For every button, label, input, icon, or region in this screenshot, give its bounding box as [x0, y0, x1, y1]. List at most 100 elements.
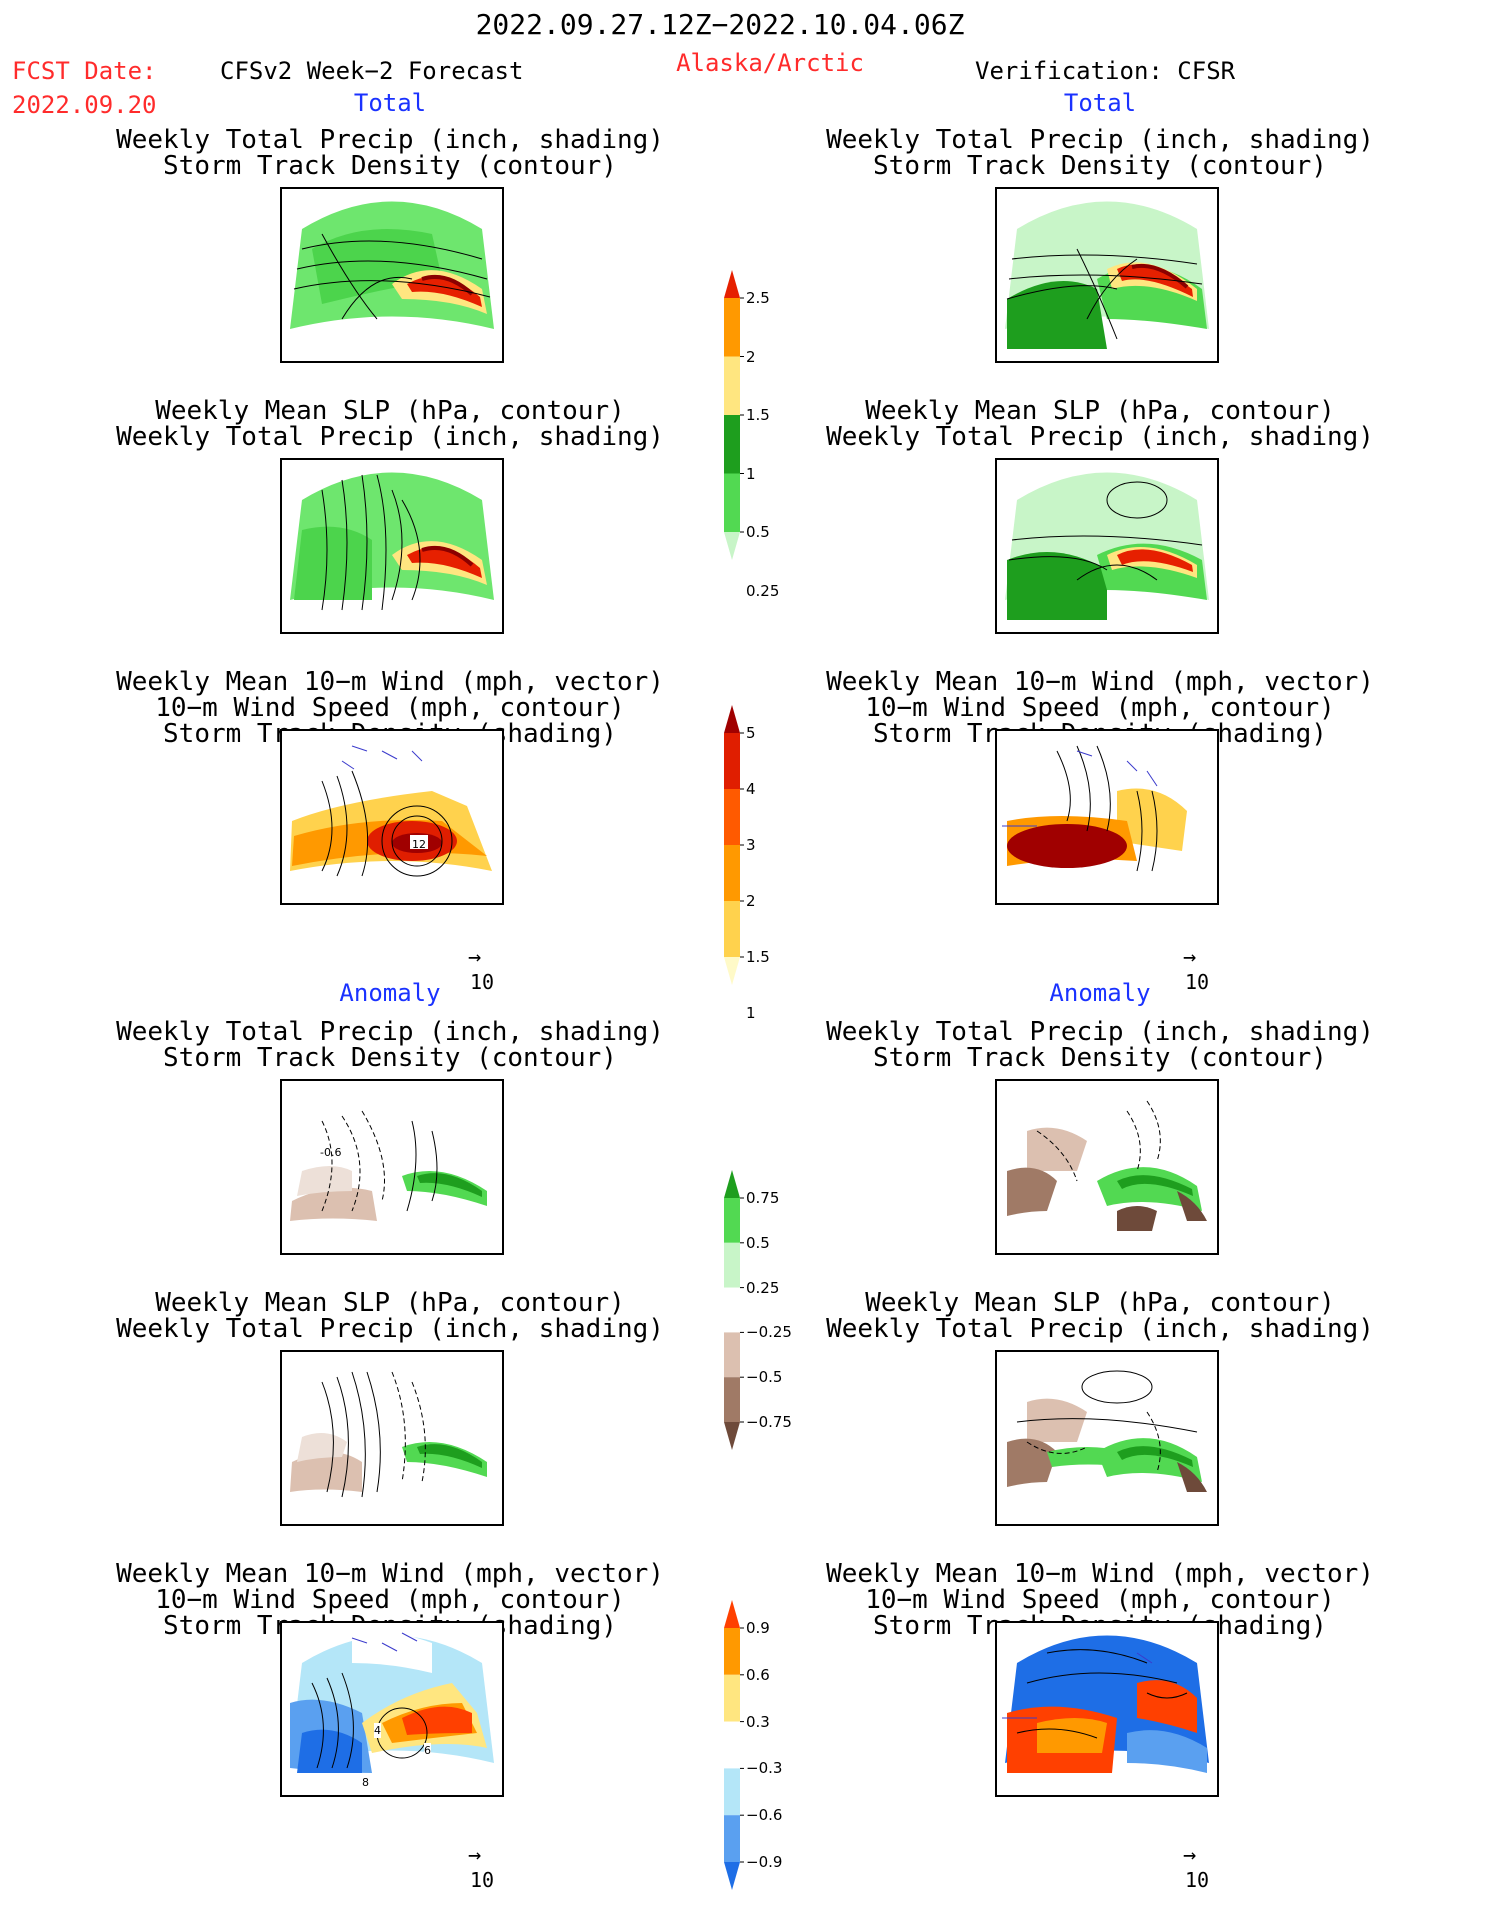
colorbar-step [724, 415, 740, 474]
colorbar-step [724, 298, 740, 357]
section-total-right: Total [1063, 89, 1137, 117]
colorbar-label: 3 [746, 836, 756, 854]
colorbar-label: 0.5 [746, 523, 770, 541]
colorbar-label: 1.5 [746, 406, 770, 424]
colorbar-step [724, 789, 740, 845]
ref-vector-label: 10 [470, 1868, 495, 1892]
colorbar-precip-anom: 0.75 0.5 0.25 −0.25 −0.5 −0.75 [722, 1170, 812, 1450]
map-cfsr-total-wind-storm [995, 729, 1219, 905]
colorbar-step [724, 1674, 740, 1722]
title-r6a: Weekly Mean 10−m Wind (mph, vector) [826, 1559, 1374, 1589]
title-l3b: 10−m Wind Speed (mph, contour) [155, 693, 625, 723]
colorbar-bottom-triangle [724, 1862, 740, 1890]
map-fcst-total-wind-storm: 12 [280, 729, 504, 905]
colorbar-label: 0.75 [746, 1189, 780, 1207]
title-r2b: Weekly Total Precip (inch, shading) [826, 422, 1374, 452]
title-r2a: Weekly Mean SLP (hPa, contour) [865, 396, 1335, 426]
title-l2a: Weekly Mean SLP (hPa, contour) [155, 396, 625, 426]
title-l6b: 10−m Wind Speed (mph, contour) [155, 1585, 625, 1615]
title-r3b: 10−m Wind Speed (mph, contour) [865, 693, 1335, 723]
map-cfsr-total-precip-storm [995, 187, 1219, 363]
map-cfsr-anom-precip-storm [995, 1079, 1219, 1255]
colorbar-step [724, 1815, 740, 1862]
ref-vector-arrow-icon: → [1183, 1843, 1197, 1868]
title-l1a: Weekly Total Precip (inch, shading) [116, 125, 664, 155]
section-anomaly-right: Anomaly [1049, 979, 1151, 1007]
colorbar-top-triangle [724, 705, 740, 733]
title-l4b: Storm Track Density (contour) [163, 1043, 617, 1073]
colorbar-label: −0.3 [746, 1759, 783, 1778]
title-r4a: Weekly Total Precip (inch, shading) [826, 1017, 1374, 1047]
colorbar-label: 0.5 [746, 1233, 770, 1252]
map-cfsr-anom-wind-storm [995, 1621, 1219, 1797]
colorbar-top-triangle [724, 1600, 740, 1628]
fcst-date-label: FCST Date: [12, 57, 157, 85]
colorbar-label: −0.75 [746, 1413, 792, 1431]
ref-vector-label: 10 [1185, 970, 1210, 994]
verification-label: Verification: CFSR [975, 57, 1236, 85]
map-fcst-anom-precip-storm: -0.6 [280, 1079, 504, 1255]
title-l1b: Storm Track Density (contour) [163, 151, 617, 181]
title-r1b: Storm Track Density (contour) [873, 151, 1327, 181]
wind-max-label: 12 [412, 838, 426, 851]
colorbar-storm-total: 5 4 3 2 1.5 1 [722, 705, 812, 1021]
title-l4a: Weekly Total Precip (inch, shading) [116, 1017, 664, 1047]
colorbar-step [724, 356, 740, 415]
anom-contour-label: -0.6 [320, 1146, 342, 1159]
map-cfsr-anom-slp-precip [995, 1350, 1219, 1526]
colorbar-label: 5 [746, 724, 756, 742]
ref-vector-arrow-icon: → [468, 1843, 482, 1868]
colorbar-step [724, 1768, 740, 1816]
colorbar-top-triangle [724, 270, 740, 298]
colorbar-step [724, 473, 740, 532]
title-r1a: Weekly Total Precip (inch, shading) [826, 125, 1374, 155]
colorbar-label: 0.6 [746, 1665, 770, 1684]
colorbar-label: −0.5 [746, 1368, 783, 1387]
colorbar-step [724, 1377, 740, 1422]
title-l5b: Weekly Total Precip (inch, shading) [116, 1314, 664, 1344]
title-l3a: Weekly Mean 10−m Wind (mph, vector) [116, 667, 664, 697]
colorbar-step [724, 1287, 740, 1333]
colorbar-label: −0.6 [746, 1806, 783, 1825]
map-fcst-total-slp-precip [280, 458, 504, 634]
colorbar-step [724, 901, 740, 957]
colorbar-step [724, 1242, 740, 1288]
map-fcst-anom-slp-precip [280, 1350, 504, 1526]
colorbar-top-triangle [724, 1170, 740, 1198]
colorbar-bottom-triangle [724, 957, 740, 985]
colorbar-label: 4 [746, 780, 756, 798]
colorbar-step [724, 1332, 740, 1378]
ref-vector-arrow-icon: → [468, 945, 482, 970]
colorbar-step [724, 1721, 740, 1769]
title-r3a: Weekly Mean 10−m Wind (mph, vector) [826, 667, 1374, 697]
colorbar-label: 1.5 [746, 948, 770, 966]
title-r6b: 10−m Wind Speed (mph, contour) [865, 1585, 1335, 1615]
ref-vector-label: 10 [1185, 1868, 1210, 1892]
colorbar-label: 1 [746, 1004, 756, 1022]
colorbar-label: −0.25 [746, 1323, 792, 1342]
title-r4b: Storm Track Density (contour) [873, 1043, 1327, 1073]
map-cfsr-total-slp-precip [995, 458, 1219, 634]
model-label: CFSv2 Week−2 Forecast [220, 57, 524, 85]
wind-anom-label-4: 4 [374, 1723, 381, 1738]
section-anomaly-left: Anomaly [339, 979, 441, 1007]
title-l5a: Weekly Mean SLP (hPa, contour) [155, 1288, 625, 1318]
colorbar-precip-total: 2.5 2 1.5 1 0.5 0.25 [722, 270, 812, 598]
colorbar-storm-anom: 0.9 0.6 0.3 −0.3 −0.6 −0.9 [722, 1600, 812, 1890]
map-fcst-total-precip-storm [280, 187, 504, 363]
wind-anom-label-6: 6 [424, 1743, 431, 1758]
colorbar-label: 2 [746, 892, 756, 910]
colorbar-label: 2.5 [746, 289, 770, 307]
colorbar-bottom-triangle [724, 1422, 740, 1450]
colorbar-step [724, 733, 740, 789]
colorbar-label: 1 [746, 464, 756, 483]
ref-vector-arrow-icon: → [1183, 945, 1197, 970]
title-l2b: Weekly Total Precip (inch, shading) [116, 422, 664, 452]
wind-anom-label-8: 8 [362, 1775, 369, 1790]
colorbar-label: 0.25 [746, 1278, 780, 1297]
colorbar-label: 0.9 [746, 1619, 770, 1637]
colorbar-label: −0.9 [746, 1853, 783, 1871]
fcst-date-value: 2022.09.20 [12, 91, 157, 119]
colorbar-step [724, 1628, 740, 1675]
region-label: Alaska/Arctic [676, 49, 864, 77]
